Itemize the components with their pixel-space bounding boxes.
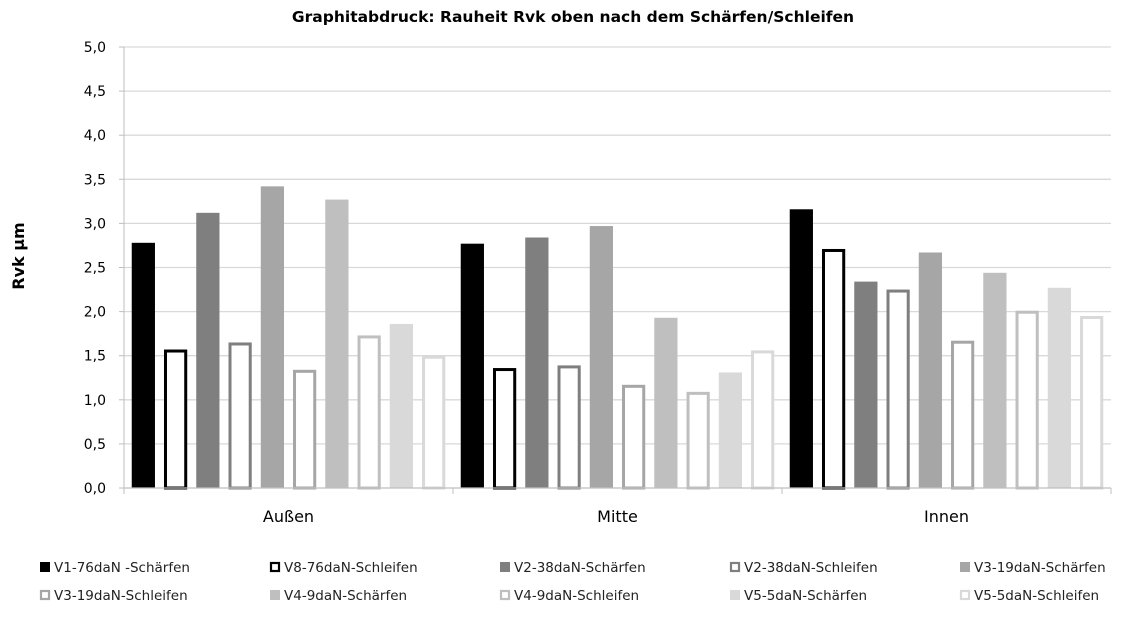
legend-swatch [729, 561, 741, 573]
bar [854, 281, 878, 488]
bar [789, 209, 813, 488]
legend-swatch [269, 561, 281, 573]
y-tick-label: 2,5 [84, 261, 106, 277]
y-axis-label: Rvk µm [9, 222, 28, 289]
y-tick-label: 4,5 [84, 84, 106, 100]
y-tick-label: 0,0 [84, 481, 106, 497]
legend-item: V4-9daN-Schärfen [270, 588, 407, 604]
bar [131, 242, 155, 488]
bar [751, 350, 775, 490]
bar [422, 355, 446, 490]
legend-label: V3-19daN-Schärfen [974, 560, 1106, 576]
category-labels: Außen Mitte Innen [263, 507, 969, 526]
bar [983, 272, 1007, 488]
legend-label: V8-76daN-Schleifen [284, 560, 418, 576]
bar [557, 365, 581, 490]
legend-label: V5-5daN-Schärfen [744, 588, 867, 604]
y-axis-ticks: 0,0 0,5 1,0 1,5 2,0 2,5 3,0 3,5 4,0 4,5 5,0 [84, 40, 124, 497]
legend-label: V2-38daN-Schärfen [514, 560, 646, 576]
y-tick-label: 3,0 [84, 216, 106, 232]
bar [951, 340, 975, 490]
legend-swatch [270, 590, 280, 600]
legend-label: V4-9daN-Schärfen [284, 588, 407, 604]
bar [525, 237, 549, 488]
x-axis [123, 47, 1112, 494]
bar [163, 349, 188, 490]
legend-item: V5-5daN-Schleifen [959, 588, 1099, 604]
bar [1015, 310, 1039, 490]
legend-item: V1-76daN -Schärfen [40, 560, 190, 576]
bar [589, 226, 613, 488]
bar [654, 317, 678, 488]
y-tick-label: 1,0 [84, 393, 106, 409]
bar [918, 252, 942, 488]
legend-swatch [500, 562, 510, 572]
y-tick-label: 0,5 [84, 437, 106, 453]
category-label: Außen [263, 507, 314, 526]
legend-item: V2-38daN-Schleifen [729, 560, 878, 576]
bar [196, 212, 220, 489]
legend-label: V1-76daN -Schärfen [54, 560, 190, 576]
legend-swatch [959, 589, 971, 601]
bar [389, 323, 414, 488]
legend-swatch [39, 589, 51, 601]
legend-label: V3-19daN-Schleifen [54, 588, 188, 604]
bar [492, 368, 517, 490]
legend-swatch [499, 589, 511, 601]
bar [357, 335, 381, 490]
chart-title: Graphitabdruck: Rauheit Rvk oben nach de… [292, 8, 854, 26]
legend-item: V3-19daN-Schleifen [39, 588, 188, 604]
legend-item: V2-38daN-Schärfen [500, 560, 646, 576]
legend-swatch [730, 590, 740, 600]
bar [686, 391, 710, 490]
bar [821, 248, 846, 490]
legend-swatch [960, 562, 970, 572]
legend-label: V2-38daN-Schleifen [744, 560, 878, 576]
legend-item: V3-19daN-Schärfen [960, 560, 1106, 576]
bar [228, 342, 252, 490]
legend-item: V8-76daN-Schleifen [269, 560, 418, 576]
legend: V1-76daN -Schärfen V8-76daN-Schleifen V2-3… [39, 560, 1106, 604]
legend-item: V5-5daN-Schärfen [730, 588, 867, 604]
gridlines [124, 46, 1111, 445]
legend-item: V4-9daN-Schleifen [499, 588, 639, 604]
bar [886, 289, 910, 490]
bar [260, 186, 284, 488]
y-tick-label: 1,5 [84, 349, 106, 365]
category-label: Innen [924, 507, 969, 526]
bars [131, 186, 1104, 490]
bar [293, 369, 317, 490]
y-tick-label: 5,0 [84, 40, 106, 56]
y-tick-label: 3,5 [84, 172, 106, 188]
bar [1047, 287, 1072, 488]
bar [718, 372, 743, 488]
y-tick-label: 4,0 [84, 128, 106, 144]
y-tick-label: 2,0 [84, 305, 106, 321]
bar [1080, 316, 1104, 490]
category-label: Mitte [597, 507, 638, 526]
bar [325, 199, 349, 488]
legend-swatch [40, 562, 50, 572]
bar [622, 384, 646, 490]
legend-label: V4-9daN-Schleifen [514, 588, 639, 604]
legend-label: V5-5daN-Schleifen [974, 588, 1099, 604]
bar [460, 243, 484, 488]
